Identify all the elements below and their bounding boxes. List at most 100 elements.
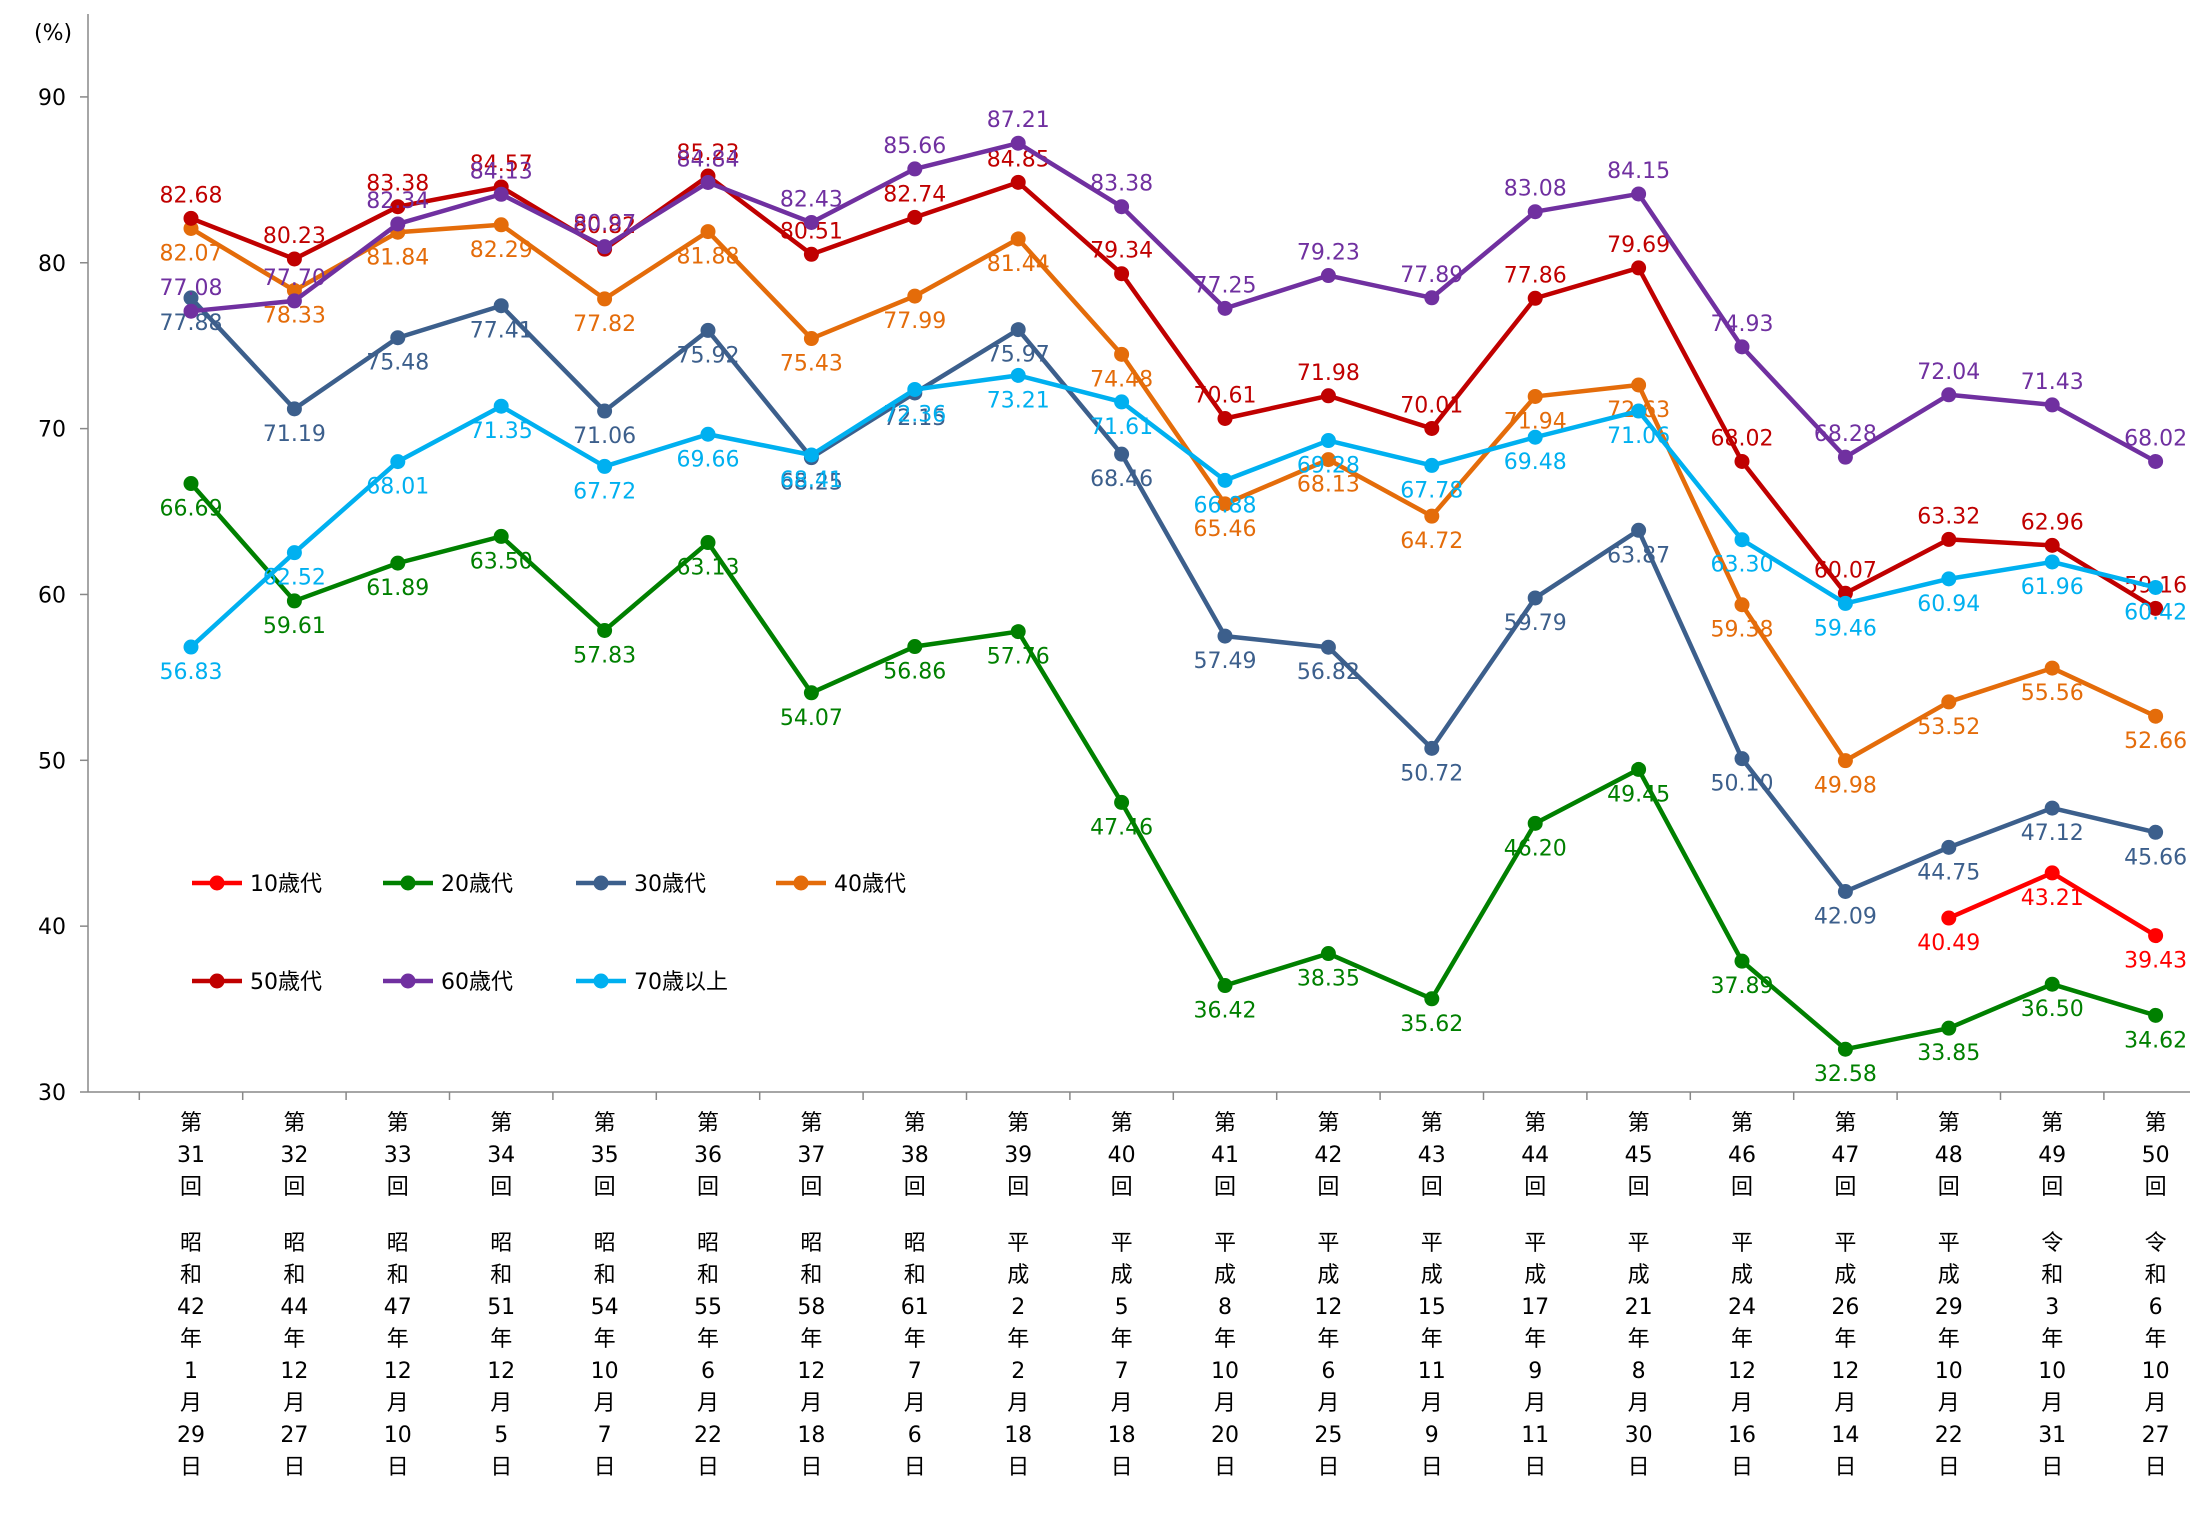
data-point <box>390 199 406 215</box>
data-label: 50.10 <box>1711 772 1774 797</box>
x-tick-label: 平成 2 年 2 月 18 日 <box>1004 1231 1032 1480</box>
data-point <box>1837 883 1853 899</box>
data-point <box>493 186 509 202</box>
data-label: 47.12 <box>2021 821 2084 846</box>
data-point <box>597 458 613 474</box>
data-label: 63.30 <box>1711 553 1774 578</box>
data-point <box>390 555 406 571</box>
x-tick-label: 第 43 回 <box>1418 1111 1446 1200</box>
data-label: 49.45 <box>1607 782 1670 807</box>
data-point <box>493 398 509 414</box>
x-tick-label: 昭和 54 年 10 月 7 日 <box>591 1231 619 1480</box>
data-label: 69.48 <box>1504 450 1567 475</box>
data-point <box>803 214 819 230</box>
data-point <box>1424 508 1440 524</box>
data-point <box>803 331 819 347</box>
data-label: 63.32 <box>1917 504 1980 529</box>
series-line <box>189 222 2157 763</box>
x-tick-label: 平成 26 年 12 月 14 日 <box>1831 1231 1859 1480</box>
series-line <box>189 482 2157 1052</box>
x-tick-label: 第 36 回 <box>694 1111 722 1200</box>
data-point <box>1424 290 1440 306</box>
data-point <box>907 639 923 655</box>
data-label: 83.38 <box>366 172 429 197</box>
data-label: 52.66 <box>2124 729 2187 754</box>
data-point <box>2148 928 2164 944</box>
data-label: 82.74 <box>883 182 946 207</box>
data-label: 68.25 <box>780 471 843 496</box>
data-point <box>1941 910 1957 926</box>
data-label: 59.79 <box>1504 611 1567 636</box>
data-label: 84.15 <box>1607 159 1670 184</box>
data-label: 49.98 <box>1814 774 1877 799</box>
data-point <box>700 426 716 442</box>
x-tick-label: 第 37 回 <box>797 1111 825 1200</box>
legend-label: 30歳代 <box>634 872 706 897</box>
x-tick-label: 昭和 55 年 6 月 22 日 <box>694 1231 722 1480</box>
data-point <box>1837 1041 1853 1057</box>
data-point <box>493 528 509 544</box>
data-point <box>1320 639 1336 655</box>
data-label: 82.34 <box>366 189 429 214</box>
x-tick-label: 第 33 回 <box>384 1111 412 1200</box>
data-label: 71.06 <box>1607 424 1670 449</box>
y-tick-label: 40 <box>38 915 66 940</box>
data-point <box>183 476 199 492</box>
data-label: 61.89 <box>366 576 429 601</box>
x-tick-label: 第 32 回 <box>280 1111 308 1200</box>
legend-item: 10歳代 <box>192 872 322 897</box>
data-label: 57.49 <box>1194 649 1257 674</box>
data-point <box>2148 453 2164 469</box>
data-label: 71.19 <box>263 422 326 447</box>
x-tick-label: 第 47 回 <box>1831 1111 1859 1200</box>
data-label: 68.02 <box>2124 426 2187 451</box>
data-label: 68.01 <box>366 475 429 500</box>
data-point <box>493 217 509 233</box>
legend-item: 20歳代 <box>383 872 513 897</box>
data-label: 71.35 <box>470 419 533 444</box>
data-label: 60.07 <box>1814 558 1877 583</box>
data-point <box>907 288 923 304</box>
data-point <box>1734 597 1750 613</box>
legend-label: 20歳代 <box>441 872 513 897</box>
data-point <box>1217 978 1233 994</box>
x-tick-label: 第 39 回 <box>1004 1111 1032 1200</box>
data-label: 44.75 <box>1917 860 1980 885</box>
data-label: 77.08 <box>160 276 223 301</box>
legend-label: 50歳代 <box>250 970 322 995</box>
data-label: 77.86 <box>1504 263 1567 288</box>
x-tick-label: 平成 8 年 10 月 20 日 <box>1211 1231 1239 1480</box>
data-label: 62.52 <box>263 566 326 591</box>
data-point <box>1320 388 1336 404</box>
data-label: 77.41 <box>470 319 533 344</box>
data-point <box>2044 800 2060 816</box>
data-label: 82.43 <box>780 187 843 212</box>
data-point <box>390 216 406 232</box>
data-label: 38.35 <box>1297 967 1360 992</box>
data-point <box>1010 624 1026 640</box>
data-point <box>1527 590 1543 606</box>
x-tick-label: 昭和 47 年 12 月 10 日 <box>384 1231 412 1480</box>
data-point <box>700 174 716 190</box>
data-point <box>1114 446 1130 462</box>
data-label: 87.21 <box>987 108 1050 133</box>
data-point <box>286 593 302 609</box>
data-point <box>1320 946 1336 962</box>
data-label: 81.44 <box>987 252 1050 277</box>
data-label: 63.50 <box>470 549 533 574</box>
data-point <box>1734 532 1750 548</box>
data-point <box>1114 794 1130 810</box>
legend-item: 70歳以上 <box>576 970 728 995</box>
data-point <box>1527 290 1543 306</box>
data-point <box>390 454 406 470</box>
series-line <box>189 373 2157 649</box>
data-point <box>1424 991 1440 1007</box>
data-label: 36.50 <box>2021 997 2084 1022</box>
data-label: 79.34 <box>1090 239 1153 264</box>
legend-label: 70歳以上 <box>634 970 728 995</box>
data-label: 55.56 <box>2021 681 2084 706</box>
legend-marker <box>593 875 609 891</box>
data-point <box>2044 397 2060 413</box>
data-label: 59.38 <box>1711 618 1774 643</box>
